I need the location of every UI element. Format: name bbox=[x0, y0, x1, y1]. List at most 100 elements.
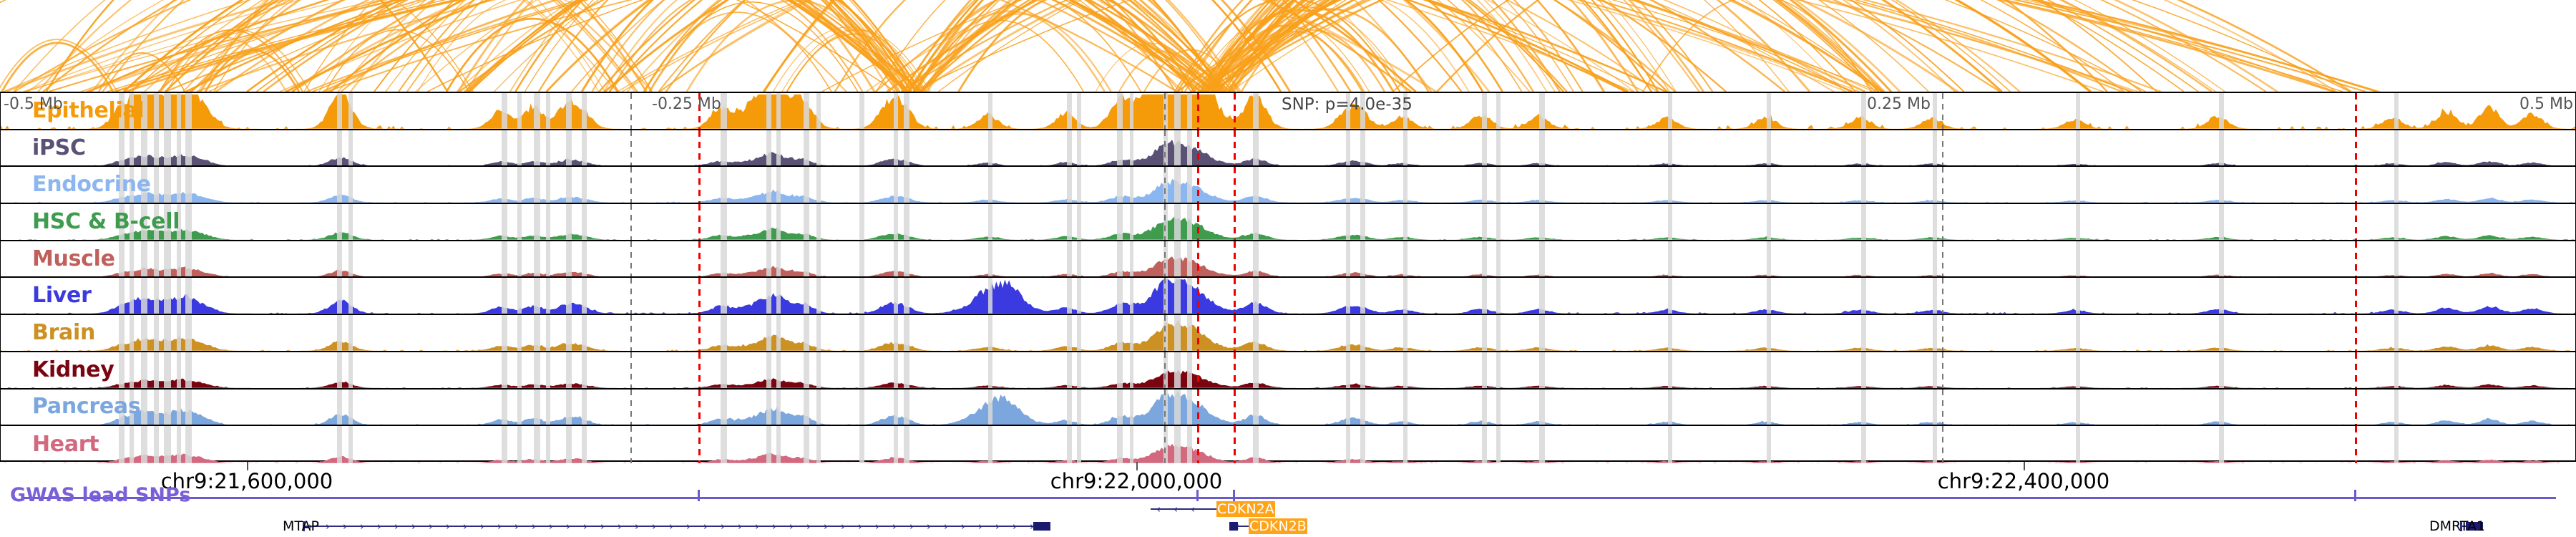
track-epithelial[interactable]: Epithelial -0.5 Mb -0.25 Mb 0.25 Mb 0.5 Mb SN… bbox=[1, 93, 2575, 130]
signal-profile bbox=[1, 94, 2575, 129]
highlight-band bbox=[546, 278, 550, 314]
highlight-band bbox=[894, 315, 898, 351]
highlight-band bbox=[119, 167, 125, 203]
highlight-band bbox=[988, 204, 992, 240]
highlight-band bbox=[1668, 315, 1672, 351]
highlight-band bbox=[776, 315, 781, 351]
track-pancreas[interactable]: Pancreas bbox=[1, 389, 2575, 427]
highlight-band bbox=[546, 389, 550, 425]
track-ipsc[interactable]: iPSC bbox=[1, 130, 2575, 168]
highlight-band bbox=[348, 93, 353, 129]
track-kidney[interactable]: Kidney bbox=[1, 352, 2575, 390]
highlight-band bbox=[1130, 389, 1133, 425]
coordinate-tickmark bbox=[1136, 462, 1138, 470]
highlight-band bbox=[1253, 352, 1259, 388]
track-heart[interactable]: Heart bbox=[1, 426, 2575, 463]
highlight-band bbox=[1117, 352, 1123, 388]
highlight-band bbox=[804, 204, 809, 240]
highlight-band bbox=[1360, 167, 1365, 203]
gene-label-cdkn2a[interactable]: CDKN2A bbox=[1216, 501, 1275, 517]
highlight-band bbox=[502, 426, 507, 463]
highlight-band bbox=[185, 130, 192, 166]
grey-dashed-marker bbox=[1942, 167, 1943, 203]
highlight-band bbox=[1360, 352, 1365, 388]
track-endocrine[interactable]: Endocrine bbox=[1, 167, 2575, 205]
highlight-band bbox=[1482, 130, 1487, 166]
highlight-band bbox=[348, 426, 353, 463]
highlight-band bbox=[1253, 389, 1259, 425]
gwas-snp-tick[interactable] bbox=[698, 490, 700, 501]
highlight-band bbox=[119, 426, 125, 463]
gene-label-dmrta1[interactable]: DMRTA1 bbox=[2429, 518, 2486, 534]
signal-profile bbox=[1, 256, 2575, 277]
gene-strand-arrow-icon: › bbox=[961, 520, 965, 533]
gene-label-cdkn2b[interactable]: CDKN2B bbox=[1249, 518, 1307, 534]
highlight-band bbox=[2394, 278, 2399, 314]
highlight-band bbox=[1767, 167, 1771, 203]
red-dashed-snp-marker bbox=[1234, 426, 1236, 463]
highlight-band bbox=[988, 426, 992, 463]
chromatin-loop-arcs bbox=[0, 0, 2576, 93]
highlight-band bbox=[348, 278, 353, 314]
highlight-band bbox=[546, 241, 550, 277]
highlight-band bbox=[1253, 278, 1259, 314]
highlight-band bbox=[721, 204, 727, 240]
grey-dashed-marker bbox=[1164, 93, 1166, 129]
gene-label-mtap[interactable]: MTAP bbox=[283, 518, 319, 534]
highlight-band bbox=[1067, 352, 1072, 388]
highlight-band bbox=[988, 278, 992, 314]
highlight-band bbox=[177, 241, 181, 277]
highlight-band bbox=[1360, 315, 1365, 351]
gwas-snp-tick[interactable] bbox=[1233, 490, 1235, 501]
gwas-snp-tick[interactable] bbox=[2354, 490, 2356, 501]
highlight-band bbox=[1130, 167, 1133, 203]
gwas-snp-tick[interactable] bbox=[1196, 490, 1199, 501]
gene-body-mtap[interactable] bbox=[303, 526, 1049, 527]
highlight-band bbox=[894, 278, 898, 314]
highlight-band bbox=[721, 315, 727, 351]
highlight-band bbox=[1933, 389, 1937, 425]
highlight-band bbox=[546, 426, 550, 463]
gene-strand-arrow-icon: › bbox=[652, 520, 656, 533]
gene-body-cdkn2b[interactable] bbox=[1229, 526, 1249, 527]
highlight-band bbox=[904, 204, 909, 240]
highlight-band bbox=[1767, 241, 1771, 277]
highlight-band bbox=[2394, 426, 2399, 463]
gene-body-cdkn2a[interactable] bbox=[1151, 508, 1216, 510]
highlight-band bbox=[1077, 278, 1081, 314]
highlight-band bbox=[804, 278, 809, 314]
gene-strand-arrow-icon: › bbox=[806, 520, 811, 533]
highlight-band bbox=[1077, 204, 1081, 240]
highlight-band bbox=[1668, 352, 1672, 388]
highlight-band bbox=[534, 204, 540, 240]
highlight-band bbox=[566, 278, 572, 314]
track-muscle[interactable]: Muscle bbox=[1, 241, 2575, 279]
red-dashed-snp-marker bbox=[2355, 167, 2357, 203]
highlight-band bbox=[1496, 352, 1501, 388]
track-liver[interactable]: Liver bbox=[1, 278, 2575, 316]
track-brain[interactable]: Brain bbox=[1, 315, 2575, 352]
highlight-band bbox=[1077, 352, 1081, 388]
highlight-band bbox=[1077, 315, 1081, 351]
highlight-band bbox=[348, 241, 353, 277]
highlight-band bbox=[776, 278, 781, 314]
highlight-band bbox=[534, 130, 540, 166]
track-hsc-b-cell[interactable]: HSC & B-cell bbox=[1, 204, 2575, 241]
highlight-band bbox=[2394, 130, 2399, 166]
highlight-band bbox=[859, 315, 864, 351]
red-dashed-snp-marker bbox=[2355, 352, 2357, 388]
highlight-band bbox=[517, 167, 522, 203]
highlight-band bbox=[1933, 315, 1937, 351]
highlight-band bbox=[534, 167, 540, 203]
highlight-band bbox=[1539, 241, 1545, 277]
highlight-band bbox=[1067, 241, 1072, 277]
highlight-band bbox=[502, 352, 507, 388]
highlight-band bbox=[1253, 204, 1259, 240]
red-dashed-snp-marker bbox=[1234, 204, 1236, 240]
gwas-axis-line bbox=[23, 497, 2556, 499]
highlight-band bbox=[534, 315, 540, 351]
highlight-band bbox=[177, 426, 181, 463]
highlight-band bbox=[1346, 167, 1350, 203]
highlight-band bbox=[2076, 130, 2080, 166]
highlight-band bbox=[1187, 352, 1192, 388]
